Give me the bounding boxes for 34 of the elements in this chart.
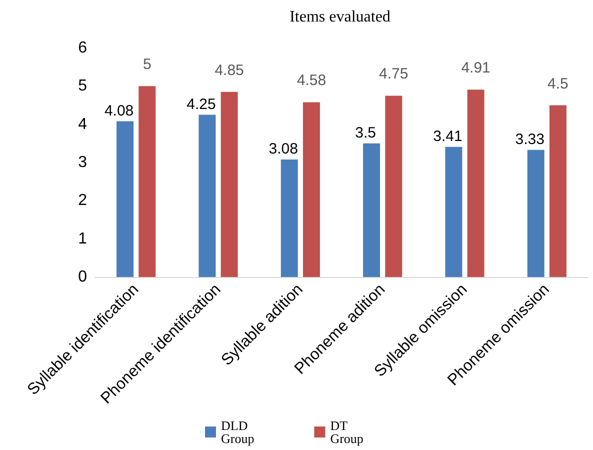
y-tick-label: 2 — [78, 192, 88, 210]
y-tick-label: 0 — [78, 268, 88, 286]
data-label: 4.25 — [186, 96, 216, 113]
bar — [549, 105, 566, 277]
bar — [220, 92, 238, 277]
data-label: 3.41 — [433, 128, 462, 145]
data-label: 4.91 — [461, 60, 490, 77]
bar — [302, 102, 320, 277]
data-label: 3.08 — [268, 140, 298, 158]
bar — [198, 114, 216, 277]
bar — [385, 96, 402, 277]
bar — [527, 150, 544, 277]
legend-label: DLD Group — [221, 418, 254, 446]
bar — [467, 90, 484, 277]
bar — [138, 86, 156, 277]
data-label: 5 — [142, 56, 152, 74]
y-tick-label: 1 — [78, 230, 88, 248]
data-label: 3.5 — [355, 124, 376, 142]
data-label: 4.75 — [379, 66, 408, 83]
chart-title: Items evaluated — [290, 8, 390, 26]
legend-label: DT Group — [330, 418, 364, 446]
y-tick-label: 5 — [78, 78, 88, 95]
bar — [280, 159, 298, 277]
y-tick-label: 3 — [78, 154, 88, 171]
data-label: 4.08 — [104, 102, 134, 120]
y-tick-label: 6 — [78, 40, 88, 56]
bar — [363, 143, 380, 277]
data-label: 4.85 — [214, 62, 244, 79]
bar — [116, 121, 134, 277]
data-label: 3.33 — [515, 130, 544, 148]
bar — [445, 146, 462, 277]
data-label: 4.5 — [548, 75, 568, 92]
y-tick-label: 4 — [78, 116, 88, 133]
data-label: 4.58 — [296, 72, 326, 90]
